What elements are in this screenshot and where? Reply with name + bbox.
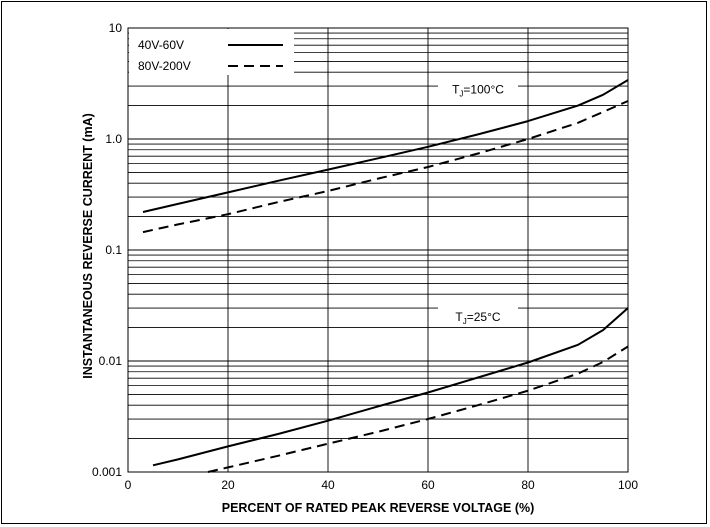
legend-label: 80V-200V bbox=[138, 59, 191, 73]
series-line bbox=[142, 100, 629, 234]
temperature-label: TJ=25°C bbox=[455, 310, 500, 326]
annotation-background bbox=[438, 79, 518, 99]
legend: 40V-60V 80V-200V bbox=[129, 29, 294, 75]
series-line bbox=[207, 345, 629, 473]
x-tick-label: 80 bbox=[521, 478, 535, 492]
y-tick-label: 10 bbox=[109, 21, 123, 35]
annotations-group: TJ=100°C TJ=25°C bbox=[438, 79, 518, 326]
y-tick-label: 0.001 bbox=[92, 465, 122, 479]
y-tick-label: 0.1 bbox=[105, 243, 122, 257]
series-line bbox=[142, 79, 629, 213]
x-tick-label: 20 bbox=[221, 478, 235, 492]
x-axis-title: PERCENT OF RATED PEAK REVERSE VOLTAGE (%… bbox=[222, 501, 535, 515]
x-tick-label: 100 bbox=[618, 478, 638, 492]
legend-background bbox=[129, 29, 294, 75]
legend-label: 40V-60V bbox=[138, 38, 184, 52]
series-line bbox=[152, 307, 629, 467]
plot-area-border bbox=[127, 27, 629, 473]
annotation-background bbox=[438, 306, 518, 326]
tick-labels: 0 20 40 60 80 100 0.001 0.01 0.1 1.0 10 bbox=[92, 21, 638, 492]
y-tick-label: 1.0 bbox=[105, 132, 122, 146]
y-axis-title: INSTANTANEOUS REVERSE CURRENT (mA) bbox=[81, 113, 95, 379]
temperature-label: TJ=100°C bbox=[452, 82, 504, 98]
x-tick-label: 60 bbox=[421, 478, 435, 492]
x-tick-label: 40 bbox=[321, 478, 335, 492]
series-group bbox=[142, 79, 629, 473]
x-tick-label: 0 bbox=[125, 478, 132, 492]
y-tick-label: 0.01 bbox=[99, 354, 123, 368]
